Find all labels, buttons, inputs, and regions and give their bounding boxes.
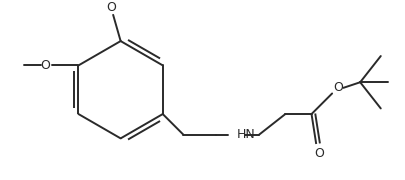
Text: O: O [107,1,116,14]
Text: O: O [334,81,343,94]
Text: HN: HN [237,128,256,141]
Text: O: O [40,59,50,72]
Text: O: O [314,147,324,160]
